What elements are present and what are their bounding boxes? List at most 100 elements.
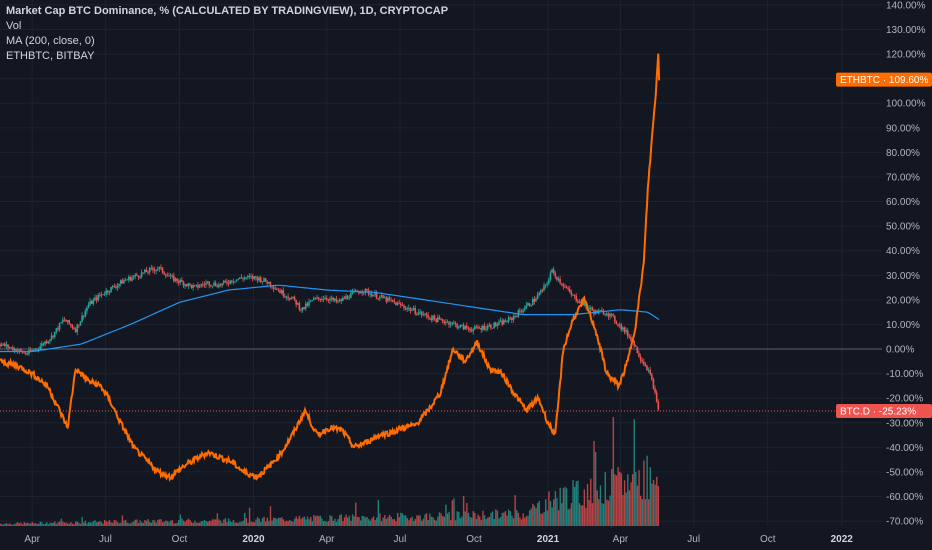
time-axis[interactable]: Apr Jul Oct 2020 Apr Jul Oct 2021 Apr Jul Oct 2022 xyxy=(24,534,853,545)
candle-body xyxy=(179,279,182,283)
volume-bar xyxy=(208,520,211,526)
volume-bar xyxy=(33,523,35,526)
candle-body xyxy=(351,291,354,293)
candle-body xyxy=(158,267,161,269)
candle-body xyxy=(361,292,363,294)
candle-body xyxy=(181,279,183,282)
volume-bar xyxy=(644,499,647,526)
candle-body xyxy=(248,276,251,277)
candle-body xyxy=(465,325,468,329)
price-badges: ETHBTC · 109.60% BTC.D · -25.23% xyxy=(836,72,932,419)
candle-body xyxy=(626,330,629,337)
candle-body xyxy=(229,280,231,284)
candle-body xyxy=(618,324,621,326)
candle-body xyxy=(55,328,58,332)
price-axis[interactable]: 140.00%130.00%120.00%110.00%100.00%90.00… xyxy=(886,0,926,527)
volume-bar xyxy=(601,503,603,526)
candle-body xyxy=(435,318,437,323)
volume-bar xyxy=(366,516,368,526)
volume-bar xyxy=(274,518,277,526)
volume-bar xyxy=(491,511,494,526)
volume-bar xyxy=(369,520,371,526)
candle-body xyxy=(340,299,343,301)
candle-body xyxy=(572,294,574,296)
volume-bar xyxy=(23,522,25,526)
volume-bar xyxy=(557,510,560,526)
candle-body xyxy=(477,326,479,329)
candle-body xyxy=(195,284,198,286)
volume-bar xyxy=(144,519,146,526)
volume-bar xyxy=(406,518,409,526)
candle-body xyxy=(523,308,526,311)
volume-bar xyxy=(168,521,170,526)
candle-body xyxy=(0,344,3,347)
volume-bar xyxy=(565,488,568,526)
volume-bar xyxy=(1,524,3,526)
volume-bar xyxy=(227,518,230,526)
volume-bar xyxy=(516,510,518,526)
volume-bar xyxy=(388,514,391,526)
volume-bar xyxy=(57,522,59,526)
candle-body xyxy=(242,278,244,280)
volume-bar xyxy=(404,515,407,526)
candle-body xyxy=(192,285,194,288)
volume-bar xyxy=(330,516,333,526)
y-tick-label: 10.00% xyxy=(886,320,920,331)
candle-body xyxy=(408,307,410,309)
volume-bar xyxy=(599,485,602,526)
candle-body xyxy=(100,294,103,296)
ma-line xyxy=(0,284,660,353)
candle-body xyxy=(633,340,635,346)
volume-bar xyxy=(382,517,384,526)
volume-bar xyxy=(512,518,515,526)
candle-body xyxy=(237,278,240,280)
volume-bar xyxy=(229,520,231,526)
volume-bar xyxy=(656,476,658,526)
candle-body xyxy=(612,314,615,317)
volume-bar xyxy=(58,521,61,526)
volume-bar xyxy=(467,512,470,526)
candle-body xyxy=(416,313,418,315)
volume-bar xyxy=(617,467,619,526)
volume-bar xyxy=(46,522,48,526)
candle-body xyxy=(70,323,72,326)
candle-body xyxy=(485,328,487,330)
candle-body xyxy=(57,328,59,330)
volume-bar xyxy=(392,519,394,526)
volume-bar xyxy=(461,516,463,526)
volume-bar xyxy=(437,516,439,526)
volume-bar xyxy=(7,524,9,526)
volume-bar xyxy=(216,513,219,526)
candle-body xyxy=(436,317,439,323)
candle-body xyxy=(395,302,397,306)
candle-body xyxy=(417,312,420,315)
volume-bar xyxy=(535,508,537,526)
volume-bar xyxy=(504,511,507,526)
volume-bar xyxy=(41,522,43,526)
candle-body xyxy=(37,349,40,350)
volume-bar xyxy=(113,520,116,526)
volume-bar xyxy=(305,519,307,526)
volume-bar xyxy=(586,484,589,526)
x-tick-label: Apr xyxy=(24,534,40,545)
candle-body xyxy=(226,281,228,284)
volume-bar xyxy=(292,521,294,526)
candle-body xyxy=(525,305,528,309)
volume-bar xyxy=(620,473,623,526)
candle-body xyxy=(382,295,384,299)
y-tick-label: 90.00% xyxy=(886,123,920,134)
volume-bar xyxy=(92,521,95,526)
volume-bar xyxy=(276,518,278,526)
candle-body xyxy=(511,318,513,320)
candle-body xyxy=(174,278,177,282)
candle-body xyxy=(391,299,394,302)
volume-bar xyxy=(260,521,262,526)
volume-bar xyxy=(416,515,418,526)
candle-body xyxy=(98,294,101,296)
candle-body xyxy=(190,284,193,288)
candle-body xyxy=(607,313,610,317)
candle-body xyxy=(657,401,660,410)
candle-body xyxy=(514,316,516,317)
candle-body xyxy=(39,346,42,350)
